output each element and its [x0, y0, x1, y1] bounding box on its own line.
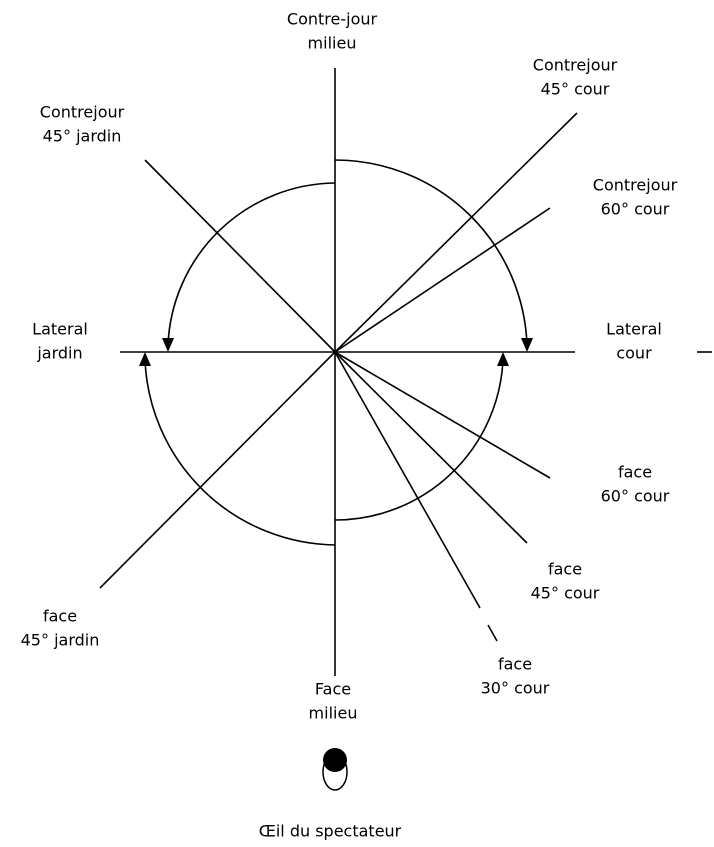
- axes: [99, 68, 712, 676]
- label: 45° jardin: [43, 127, 122, 146]
- ray: [334, 207, 551, 353]
- label: face: [43, 607, 77, 626]
- label: 45° jardin: [21, 631, 100, 650]
- label: milieu: [308, 34, 357, 53]
- label: Lateral: [606, 320, 662, 339]
- label: Contre-jour: [287, 10, 378, 29]
- label: cour: [616, 344, 652, 363]
- label: Contrejour: [40, 103, 125, 122]
- arc: [334, 359, 504, 521]
- caption: Œil du spectateur: [259, 822, 402, 841]
- arc: [144, 359, 336, 546]
- label: 60° cour: [601, 487, 670, 506]
- arrowhead: [162, 338, 174, 352]
- label: Contrejour: [593, 176, 678, 195]
- arrowhead: [521, 338, 533, 352]
- label: 45° cour: [541, 80, 610, 99]
- arc: [167, 182, 336, 346]
- labels: Contre-jour milieu Contrejour 45° cour Contr…: [21, 10, 678, 723]
- label: 30° cour: [481, 679, 550, 698]
- ray: [334, 351, 481, 609]
- label: Face: [315, 680, 351, 699]
- ray: [144, 159, 336, 353]
- eye: [322, 748, 348, 791]
- ray: [334, 351, 551, 479]
- label: Contrejour: [533, 56, 618, 75]
- arrowhead: [139, 352, 151, 366]
- label: face: [618, 463, 652, 482]
- ray: [334, 112, 578, 353]
- arrowhead: [497, 352, 509, 366]
- ray: [99, 351, 336, 589]
- label: 45° cour: [531, 584, 600, 603]
- label: face: [548, 560, 582, 579]
- label: milieu: [309, 704, 358, 723]
- dash: [487, 624, 498, 642]
- eye-pupil: [323, 748, 347, 772]
- arcs: [139, 159, 533, 546]
- label: Lateral: [32, 320, 88, 339]
- arc: [334, 159, 528, 346]
- ray: [334, 351, 528, 544]
- label: face: [498, 655, 532, 674]
- label: jardin: [36, 344, 82, 363]
- label: 60° cour: [601, 200, 670, 219]
